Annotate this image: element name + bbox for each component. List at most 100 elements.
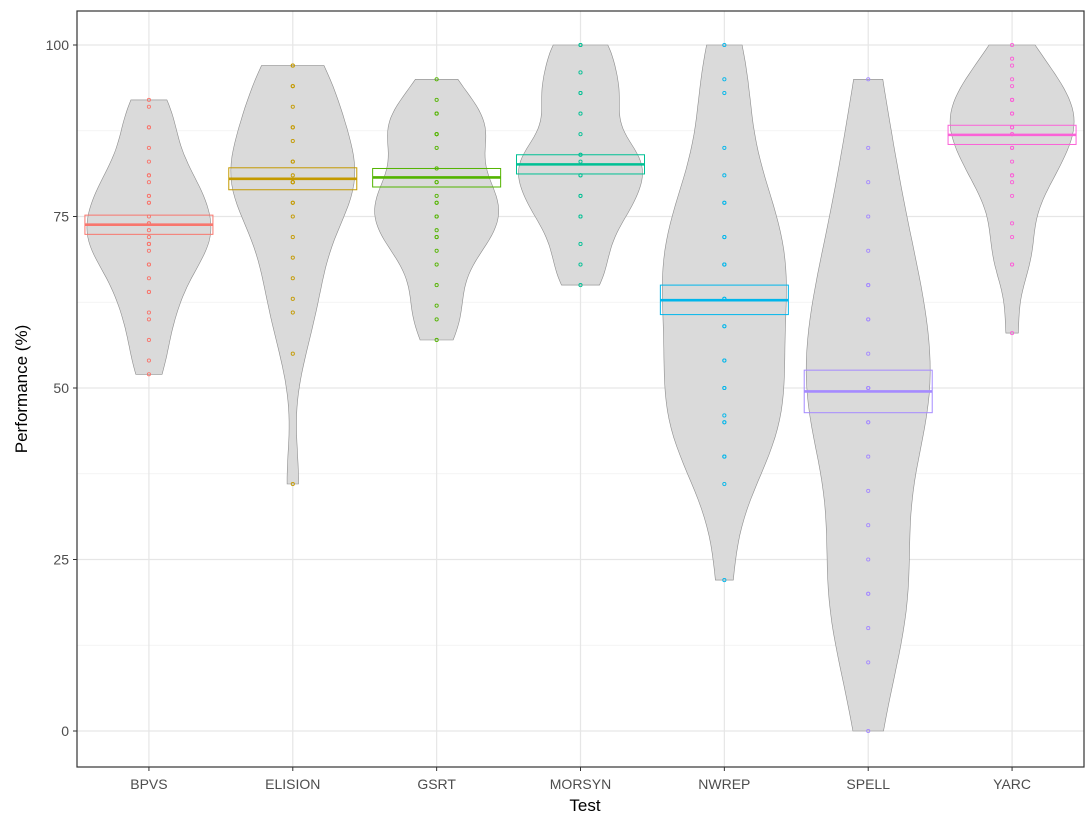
data-point <box>290 104 295 109</box>
data-point <box>866 214 871 219</box>
data-point <box>146 125 151 130</box>
data-point <box>578 111 583 116</box>
data-point <box>722 296 727 301</box>
data-point <box>434 193 439 198</box>
data-point <box>146 276 151 281</box>
data-point <box>722 90 727 96</box>
data-point <box>866 77 871 82</box>
data-point <box>146 221 151 226</box>
data-point <box>434 97 439 102</box>
data-point <box>290 84 295 89</box>
data-point <box>866 626 871 631</box>
data-point <box>290 173 295 178</box>
data-point <box>722 77 727 82</box>
data-point <box>146 262 151 267</box>
data-point <box>1010 56 1015 61</box>
data-point <box>578 193 583 198</box>
data-point <box>578 241 583 246</box>
data-point <box>866 317 871 322</box>
data-point <box>146 159 151 164</box>
data-point <box>290 180 295 185</box>
data-point <box>146 145 151 150</box>
data-point <box>290 296 295 301</box>
data-point <box>434 337 439 343</box>
data-point <box>722 420 727 425</box>
data-point <box>434 200 439 205</box>
data-point <box>146 337 151 343</box>
x-tick-label: ELISION <box>265 776 320 792</box>
data-point <box>290 214 295 219</box>
data-point <box>1010 193 1015 198</box>
data-point <box>578 42 583 48</box>
x-tick-label: NWREP <box>698 776 750 792</box>
data-point <box>866 351 871 356</box>
data-point <box>1010 132 1015 137</box>
data-point <box>434 248 439 253</box>
data-point <box>146 358 151 363</box>
data-point <box>146 317 151 322</box>
x-tick-label: YARC <box>993 776 1031 792</box>
y-tick-label: 75 <box>53 209 69 225</box>
data-point <box>866 420 871 425</box>
x-tick-label: MORSYN <box>550 776 611 792</box>
data-point <box>1010 180 1015 185</box>
data-point <box>722 578 727 583</box>
data-point <box>722 454 727 459</box>
data-point <box>722 358 727 363</box>
y-tick-label: 0 <box>61 723 69 739</box>
data-point <box>1010 159 1015 164</box>
data-point <box>290 63 295 68</box>
data-point <box>290 255 295 260</box>
data-point <box>578 152 583 157</box>
data-point <box>434 132 439 137</box>
data-point <box>722 200 727 205</box>
data-point <box>146 310 151 315</box>
violin-yarc <box>949 44 1075 334</box>
data-point <box>866 660 871 665</box>
data-point <box>1010 125 1015 130</box>
data-point <box>1010 77 1015 82</box>
data-point <box>866 283 871 288</box>
data-point <box>1010 221 1015 226</box>
data-point <box>866 385 871 391</box>
y-tick-label: 25 <box>53 552 69 568</box>
data-point <box>578 283 583 288</box>
y-tick-label: 50 <box>53 380 69 396</box>
data-point <box>722 173 727 178</box>
data-point <box>722 481 727 487</box>
data-point <box>1010 331 1015 336</box>
data-point <box>146 235 151 240</box>
violin-elision <box>230 65 356 485</box>
data-point <box>866 591 871 596</box>
data-point <box>1010 97 1015 102</box>
data-point <box>434 145 439 150</box>
data-point <box>146 241 151 246</box>
data-point <box>578 214 583 219</box>
data-point <box>434 111 439 116</box>
data-point <box>146 289 151 295</box>
data-point <box>434 317 439 322</box>
y-tick-label: 100 <box>46 37 70 53</box>
data-point <box>290 138 295 144</box>
violin-gsrt <box>374 79 499 341</box>
violin-bpvs <box>86 99 212 375</box>
data-point <box>866 180 871 185</box>
data-point <box>866 488 871 493</box>
data-point <box>434 77 439 82</box>
data-point <box>290 481 295 487</box>
data-point <box>1010 262 1015 267</box>
data-point <box>1010 235 1015 240</box>
data-point <box>1010 173 1015 178</box>
data-point <box>578 262 583 267</box>
data-point <box>866 523 871 528</box>
data-point <box>1010 63 1015 68</box>
data-point <box>146 214 151 219</box>
data-point <box>722 42 727 48</box>
data-point <box>290 200 295 205</box>
data-point <box>434 262 439 267</box>
data-point <box>434 228 439 233</box>
data-point <box>290 351 295 356</box>
data-point <box>290 235 295 240</box>
violin-spell <box>805 79 931 732</box>
data-point <box>146 97 151 102</box>
